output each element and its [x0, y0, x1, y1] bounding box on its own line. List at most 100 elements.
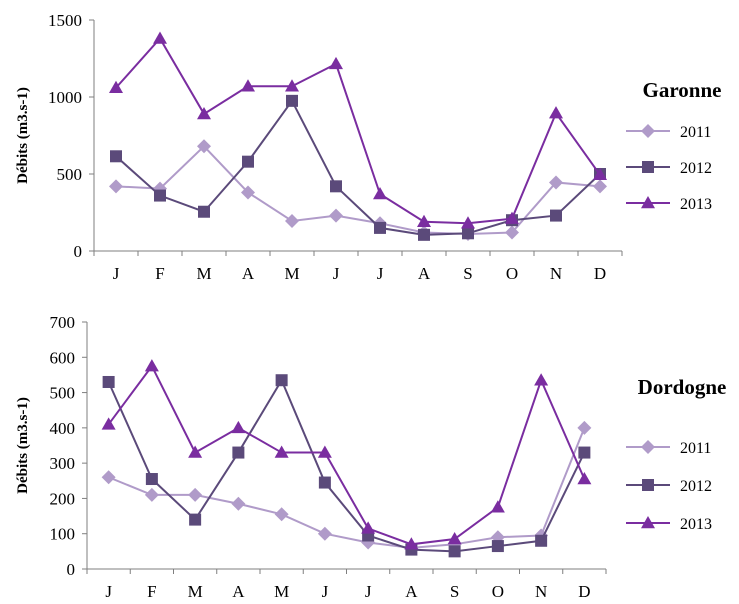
data-point	[241, 185, 255, 200]
series-2012	[102, 374, 591, 558]
data-point	[418, 228, 430, 241]
y-axis-title: Débits (m3.s-1)	[15, 397, 31, 494]
series-line-2013	[107, 364, 586, 546]
data-point	[404, 537, 419, 550]
legend-marker	[641, 516, 655, 529]
data-point	[110, 150, 122, 163]
data-point	[286, 94, 298, 107]
x-tick-label: O	[506, 264, 518, 283]
data-point	[329, 208, 343, 223]
legend-marker	[642, 161, 654, 173]
chart-panel-garonne: 0 500 1000 1500 J F M A M J J A S O N D Débits (m3.s-1) G…	[15, 11, 721, 283]
series-line-2012	[107, 378, 586, 553]
series-line-2011	[115, 144, 601, 236]
y-tick-label: 700	[50, 313, 76, 332]
data-point	[188, 487, 203, 502]
data-point	[241, 79, 255, 92]
x-tick-label: O	[492, 582, 504, 601]
data-point	[374, 221, 386, 234]
panel-title: Garonne	[643, 78, 722, 102]
x-tick-label: A	[418, 264, 431, 283]
data-point	[461, 216, 475, 229]
legend-label: 2013	[680, 196, 712, 213]
series-2013	[109, 31, 607, 229]
data-point	[317, 445, 332, 458]
data-point	[373, 187, 387, 200]
x-tick-label: S	[450, 582, 459, 601]
legend-marker	[642, 479, 654, 491]
x-tick-label: N	[535, 582, 547, 601]
x-tick-label: M	[196, 264, 211, 283]
data-point	[577, 472, 592, 485]
x-tick-label: A	[405, 582, 418, 601]
data-point	[153, 31, 167, 44]
x-tick-label: M	[274, 582, 289, 601]
data-point	[447, 532, 462, 545]
data-point	[231, 496, 246, 511]
data-point	[593, 179, 607, 194]
data-point	[101, 417, 116, 430]
x-tick-label: D	[578, 582, 590, 601]
y-tick-label: 1500	[48, 11, 82, 30]
data-point	[189, 513, 202, 526]
x-tick-label: J	[365, 582, 372, 601]
data-point	[417, 214, 431, 227]
legend-label: 2013	[680, 516, 712, 533]
data-point	[448, 545, 461, 558]
legend-label: 2012	[680, 478, 712, 495]
legend-label: 2012	[680, 160, 712, 177]
data-point	[318, 476, 331, 489]
data-point	[577, 420, 592, 435]
y-tick-label: 500	[57, 165, 83, 184]
data-point	[329, 56, 343, 70]
x-tick-label: S	[463, 264, 472, 283]
data-point	[232, 446, 245, 459]
data-point	[505, 211, 519, 224]
data-point	[102, 375, 115, 388]
x-tick-label: J	[322, 582, 329, 601]
panel-title: Dordogne	[638, 375, 727, 399]
data-point	[550, 209, 562, 222]
legend: 2011 2012 2013	[626, 440, 712, 533]
x-tick-label: J	[113, 264, 120, 283]
x-tick-label: J	[333, 264, 340, 283]
data-point	[534, 373, 549, 386]
data-point	[535, 534, 548, 547]
data-point	[285, 79, 299, 92]
legend: 2011 2012 2013	[626, 124, 712, 213]
x-tick-label: F	[155, 264, 164, 283]
data-point	[275, 374, 288, 387]
legend-marker	[641, 440, 655, 454]
y-axis-title: Débits (m3.s-1)	[15, 87, 31, 184]
y-tick-label: 600	[50, 348, 76, 367]
series-line-2013	[115, 36, 601, 225]
data-point	[505, 225, 519, 240]
data-point	[330, 180, 342, 193]
data-point	[317, 526, 332, 541]
data-point	[274, 507, 289, 522]
data-point	[578, 446, 591, 459]
series-line-2011	[108, 427, 586, 549]
series-2012	[110, 94, 606, 241]
data-point	[101, 470, 116, 485]
legend-label: 2011	[680, 124, 711, 141]
x-tick-label: J	[105, 582, 112, 601]
data-point	[197, 106, 211, 120]
data-point	[549, 106, 563, 119]
y-tick-label: 500	[50, 384, 76, 403]
x-tick-label: N	[550, 264, 562, 283]
series-2013	[101, 359, 592, 550]
data-point	[274, 445, 289, 458]
x-tick-label: A	[242, 264, 255, 283]
x-tick-label: D	[594, 264, 606, 283]
y-tick-label: 200	[50, 489, 76, 508]
data-point	[242, 155, 254, 168]
data-point	[109, 80, 123, 94]
data-point	[285, 213, 299, 228]
y-tick-label: 400	[50, 419, 76, 438]
x-tick-label: M	[188, 582, 203, 601]
data-point	[361, 521, 376, 534]
data-point	[490, 500, 505, 513]
x-tick-label: J	[377, 264, 384, 283]
